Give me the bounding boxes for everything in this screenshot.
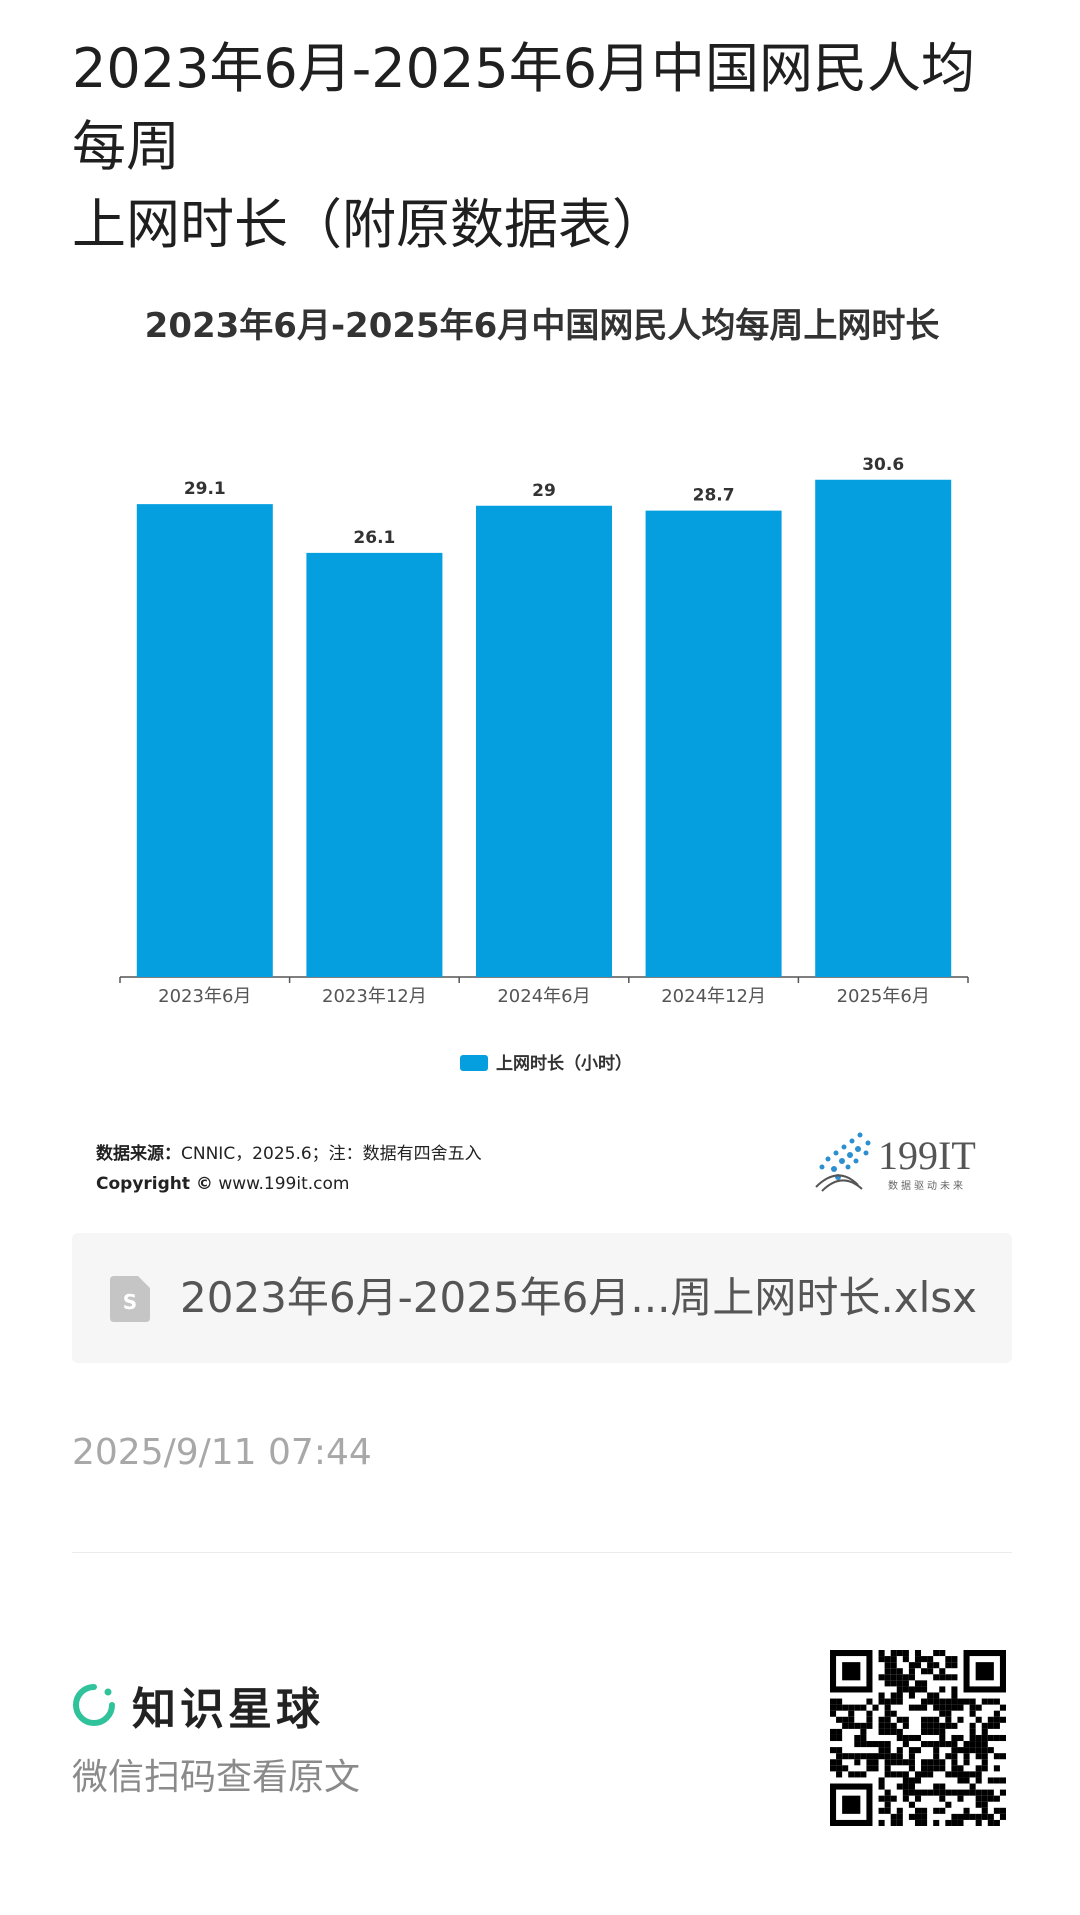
scan-hint: 微信扫码查看原文 — [72, 1757, 361, 1798]
bar-chart: 2023年6月-2025年6月中国网民人均每周上网时长 29.1 2023年6月 26… — [119, 306, 969, 1074]
x-tick-label: 2023年6月 — [158, 986, 251, 1007]
page-title: 2023年6月-2025年6月中国网民人均每周 上网时长（附原数据表） — [72, 30, 1012, 264]
spreadsheet-file-icon: S — [110, 1276, 150, 1322]
logo-tagline: 数据驱动未来 — [888, 1179, 966, 1192]
page-title-line1: 2023年6月-2025年6月中国网民人均每周 — [72, 37, 976, 178]
bar-value-label: 29.1 — [184, 479, 226, 499]
brand-row: 知识星球 — [72, 1680, 324, 1735]
logo-text: 199IT — [878, 1133, 976, 1178]
bar-value-label: 28.7 — [693, 486, 735, 506]
brand-name: 知识星球 — [132, 1684, 324, 1735]
chart-title: 2023年6月-2025年6月中国网民人均每周上网时长 — [145, 306, 940, 346]
svg-text:S: S — [123, 1290, 137, 1314]
knowledge-planet-logo-icon — [73, 1684, 115, 1726]
bar — [306, 552, 443, 977]
page-title-line2: 上网时长（附原数据表） — [72, 193, 666, 256]
copyright-site: www.199it.com — [218, 1174, 350, 1194]
attachment-file[interactable]: S 2023年6月-2025年6月...周上网时长.xlsx — [72, 1233, 1012, 1363]
199it-logo: 199IT 数据驱动未来 — [815, 1132, 976, 1192]
bar-value-label: 26.1 — [353, 528, 395, 548]
x-tick-label: 2024年12月 — [661, 986, 766, 1007]
legend-label: 上网时长（小时） — [496, 1053, 632, 1074]
source-label: 数据来源： — [96, 1144, 181, 1164]
bar — [136, 504, 273, 977]
x-tick-label: 2025年6月 — [837, 986, 930, 1007]
legend-swatch — [460, 1055, 488, 1071]
attachment-file-name: 2023年6月-2025年6月...周上网时长.xlsx — [180, 1273, 978, 1322]
bar — [645, 510, 782, 977]
copyright-label: Copyright © — [96, 1174, 213, 1194]
chart-image[interactable]: 2023年6月-2025年6月中国网民人均每周上网时长 29.1 2023年6月 26… — [72, 285, 1012, 1225]
divider — [72, 1552, 1012, 1553]
x-tick-label: 2023年12月 — [322, 986, 427, 1007]
qr-code-icon[interactable] — [830, 1650, 1006, 1826]
source-note: 数据来源：CNNIC，2025.6；注：数据有四舍五入 Copyright © … — [96, 1139, 482, 1199]
bar — [815, 479, 952, 977]
bar-value-label: 29 — [532, 481, 556, 501]
bar — [476, 505, 612, 977]
bar-value-label: 30.6 — [862, 455, 904, 475]
publish-timestamp: 2025/9/11 07:44 — [72, 1432, 372, 1473]
source-text: CNNIC，2025.6；注：数据有四舍五入 — [181, 1144, 482, 1164]
x-tick-label: 2024年6月 — [497, 986, 590, 1007]
